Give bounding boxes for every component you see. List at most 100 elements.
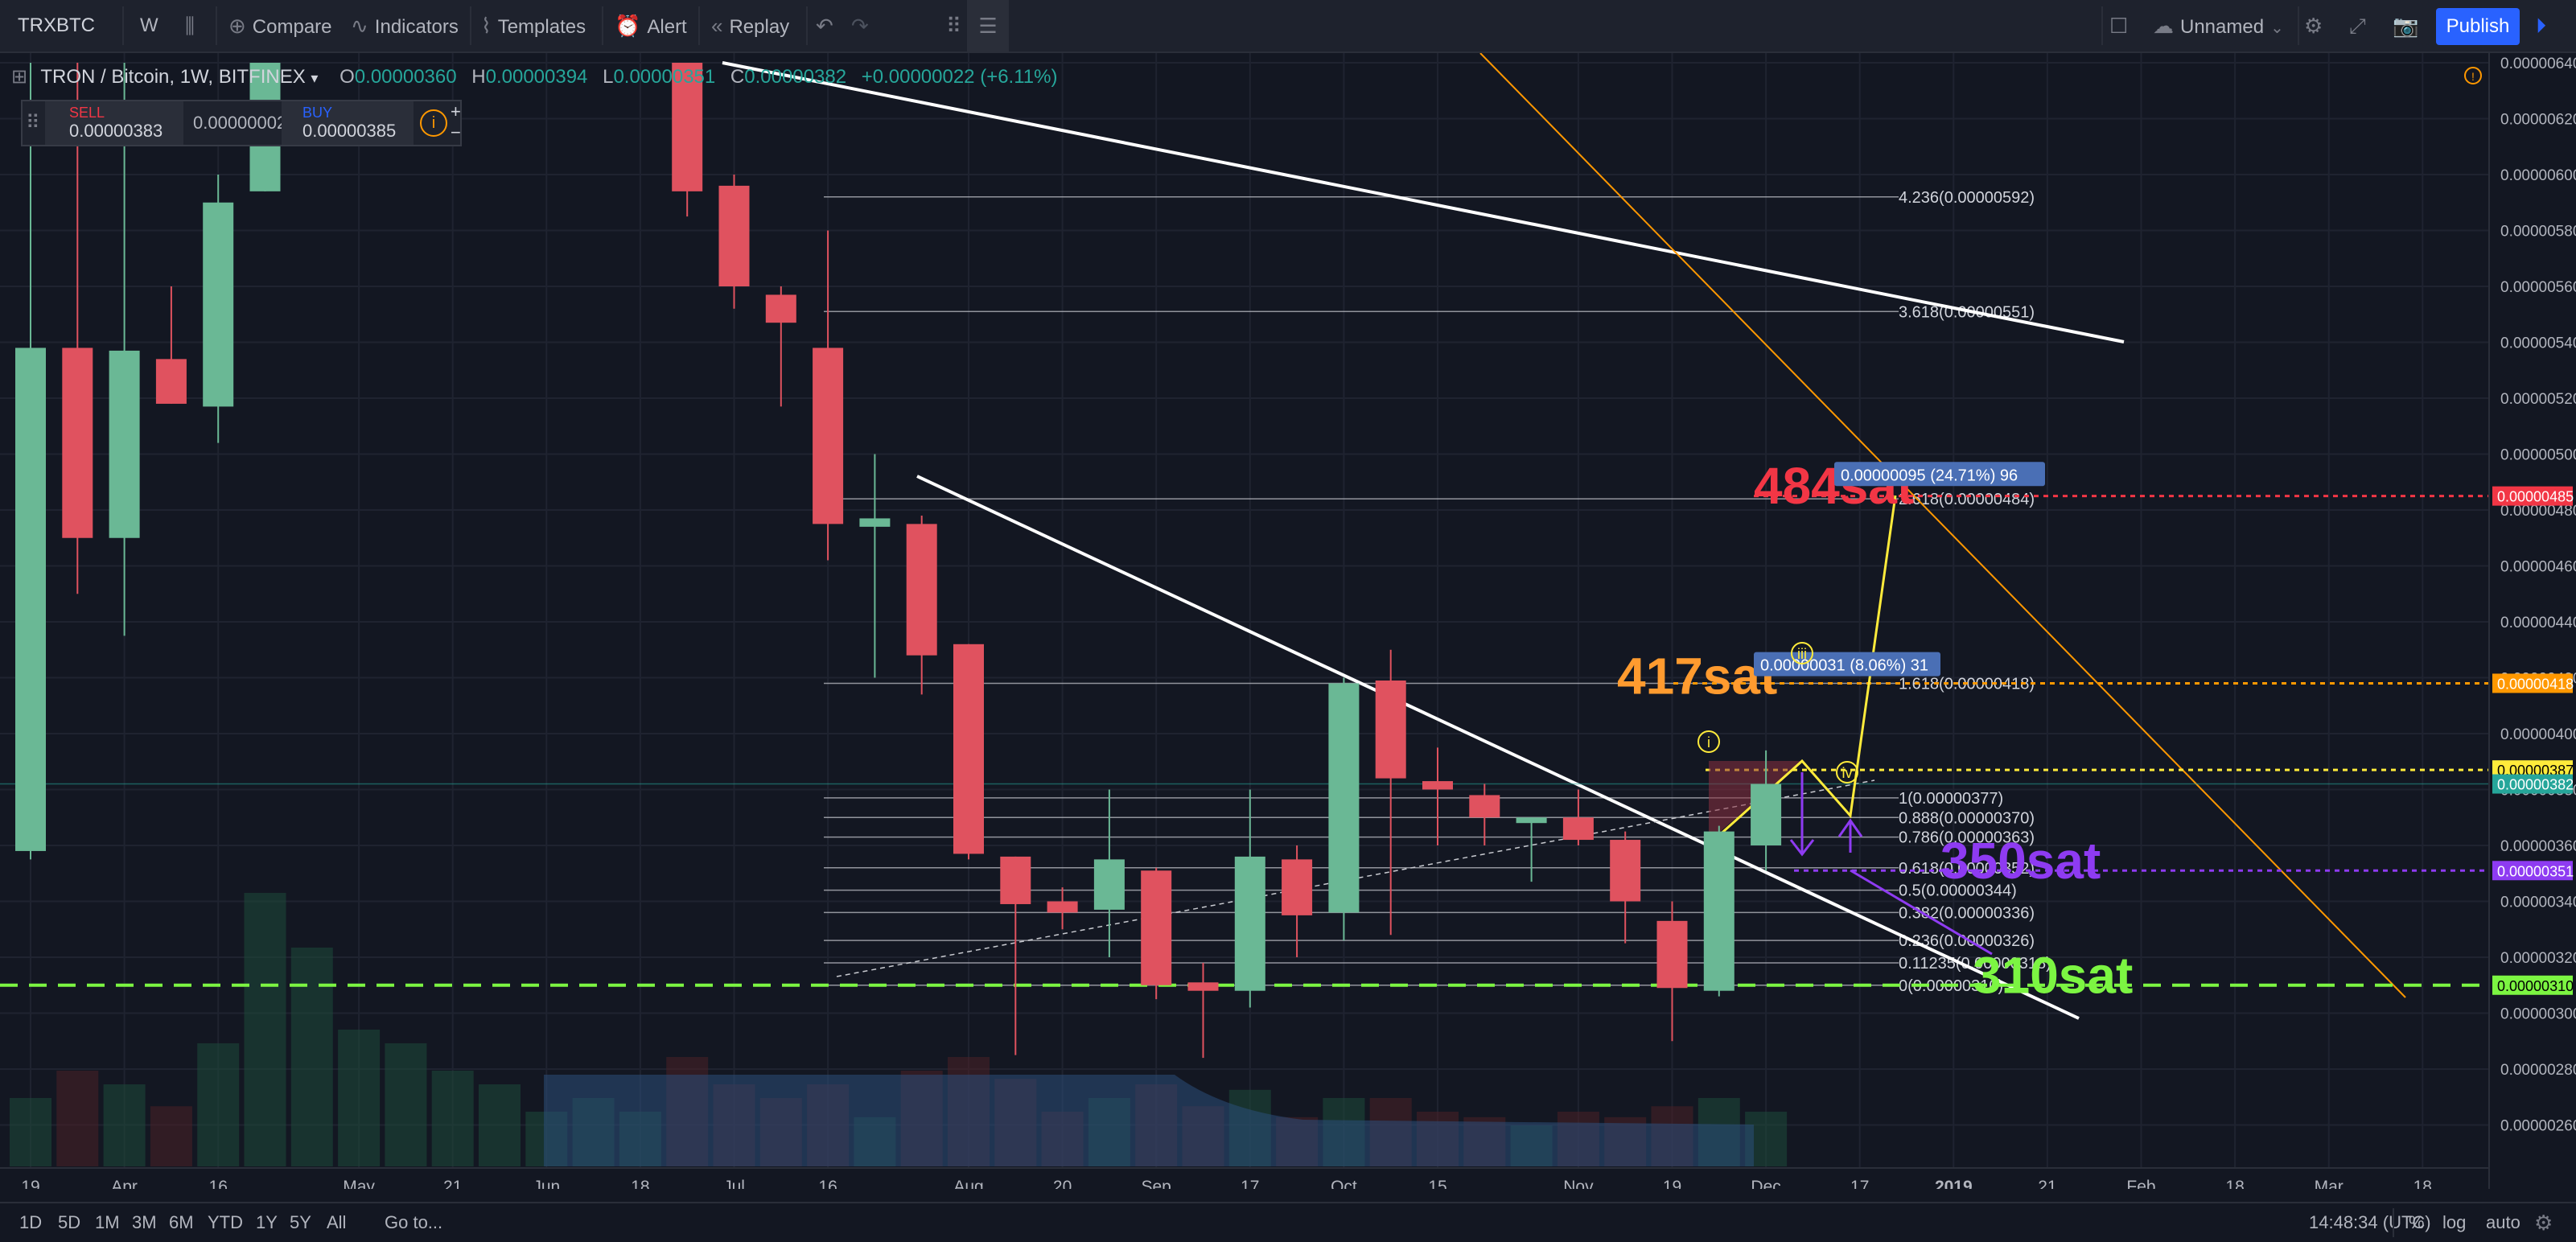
trading-panel: ⠿ SELL 0.00000383 0.00000002 BUY 0.00000… [21, 100, 462, 146]
auto-scale-button[interactable]: auto [2486, 1212, 2520, 1232]
fib-level-label: 0.618(0.00000352) [1899, 860, 2035, 878]
wave-label-circle [1791, 642, 1813, 664]
candle-body [203, 202, 234, 407]
drag-handle-icon: ⠿ [946, 14, 962, 38]
time-tick-label: Oct [1331, 1178, 1357, 1189]
candle-body [109, 350, 140, 538]
compare-button[interactable]: ⊕ Compare [228, 0, 332, 51]
sell-button[interactable]: SELL 0.00000383 [45, 101, 183, 145]
volume-bar [10, 1098, 51, 1166]
time-axis[interactable]: 19 Apr 16 May 21 Jun 18 Jul 16 Aug 20 Sep 17 Oct 15 Nov… [21, 1178, 2432, 1189]
time-tick-label: 19 [1663, 1178, 1681, 1189]
low-label: L [603, 66, 614, 88]
price-tag-label: 0.00000418 [2497, 676, 2574, 692]
candle-body [1141, 870, 1172, 985]
chart-style-button[interactable]: ⫼ [185, 0, 201, 51]
alert-button[interactable]: ⏰ Alert [615, 0, 687, 51]
price-tag-label: 0.00000351 [2497, 863, 2574, 879]
price-tags: 0.000004850.000004180.000003870.00000382… [2492, 486, 2574, 995]
chart-canvas[interactable]: 4.236(0.00000592)3.618(0.00000551)2.618(… [0, 53, 2576, 1189]
clock[interactable]: 14:48:34 (UTC) [2309, 1212, 2431, 1232]
high-label: H [471, 66, 486, 88]
redo-icon: ↷ [851, 14, 869, 38]
minus-icon[interactable]: − [451, 122, 461, 142]
time-tick-label: Feb [2126, 1178, 2155, 1189]
time-tick-label: 18 [2225, 1178, 2244, 1189]
snapshot-button[interactable]: 📷 [2393, 0, 2425, 51]
layout-name-button[interactable]: ☁ Unnamed ⌄ [2153, 0, 2290, 51]
undo-button[interactable]: ↶ [816, 0, 840, 51]
range-button-ytd[interactable]: YTD [208, 1212, 243, 1232]
range-button-1y[interactable]: 1Y [256, 1212, 278, 1232]
redo-button[interactable]: ↷ [851, 0, 875, 51]
drawing-toolbar-button[interactable]: ☰ [967, 0, 1009, 51]
chevron-down-icon[interactable]: ▾ [311, 70, 319, 86]
candle-body [906, 524, 937, 656]
price-axis-background [2489, 53, 2576, 1189]
fullscreen-button[interactable]: ⤢ [2349, 0, 2372, 51]
time-tick-label: 17 [1241, 1178, 1259, 1189]
range-button-1d[interactable]: 1D [19, 1212, 43, 1232]
wave-label-circle [1697, 730, 1720, 753]
templates-button[interactable]: ⌇ Templates [481, 0, 586, 51]
candle-body [1234, 856, 1265, 991]
candle-body [1047, 901, 1078, 913]
price-tag-bg [2492, 486, 2573, 506]
info-icon[interactable] [2464, 67, 2482, 84]
range-button-5d[interactable]: 5D [58, 1212, 81, 1232]
toolbar-divider [806, 6, 808, 45]
gear-icon[interactable]: ⚙ [2534, 1211, 2553, 1235]
percent-scale-button[interactable]: % [2409, 1212, 2425, 1232]
range-button-all[interactable]: All [327, 1212, 347, 1232]
wave-label: iii [1797, 646, 1807, 662]
price-tick-label: 0.00000500 [2500, 447, 2576, 464]
time-tick-label: Mar [2315, 1178, 2344, 1189]
indicators-button[interactable]: ∿ Indicators [351, 0, 459, 51]
time-tick-label: 19 [21, 1178, 39, 1189]
trendline-lower [916, 475, 2080, 1020]
goto-date-button[interactable]: Go to... [385, 1212, 443, 1232]
fib-level-label: 0.5(0.00000344) [1899, 882, 2017, 900]
price-tag-label: 0.00000485 [2497, 489, 2574, 505]
range-button-6m[interactable]: 6M [169, 1212, 194, 1232]
toolbar-divider [698, 6, 700, 45]
time-tick-label: Jul [723, 1178, 745, 1189]
measure-label: 0.00000031 (8.06%) 31 [1760, 657, 1928, 675]
legend-title[interactable]: TRON / Bitcoin, 1W, BITFINEX [40, 66, 306, 88]
publish-button[interactable]: Publish [2436, 8, 2520, 45]
price-tick-label: 0.00000320 [2500, 950, 2576, 967]
log-scale-button[interactable]: log [2442, 1212, 2467, 1232]
info-icon[interactable]: i [420, 109, 447, 137]
cloud-icon: ☁ [2153, 14, 2174, 38]
range-button-5y[interactable]: 5Y [290, 1212, 311, 1232]
drag-handle-icon[interactable]: ⠿ [26, 112, 40, 134]
wave-label: i [1707, 734, 1710, 751]
toolbar-divider [2393, 1208, 2394, 1237]
volume-bar [103, 1084, 146, 1166]
plus-icon[interactable]: + [451, 101, 461, 121]
volume-bar [290, 948, 333, 1166]
replay-play-button[interactable]: ⏵ [2536, 0, 2553, 51]
interval-button[interactable]: W [140, 0, 158, 51]
annotation-label: 310sat [1973, 946, 2133, 1004]
price-tick-label: 0.00000520 [2500, 391, 2576, 408]
settings-button[interactable]: ⚙ [2304, 0, 2329, 51]
fullscreen-box-button[interactable]: ☐ [2109, 0, 2134, 51]
open-label: O [339, 66, 355, 88]
buy-button[interactable]: BUY 0.00000385 [282, 101, 414, 145]
annotation-label: 350sat [1940, 832, 2101, 890]
candle-body [1656, 920, 1688, 989]
trendline-upper [722, 61, 2125, 343]
range-button-1m[interactable]: 1M [95, 1212, 120, 1232]
range-button-3m[interactable]: 3M [132, 1212, 157, 1232]
fib-level-label: 2.618(0.00000484) [1899, 491, 2035, 508]
play-circle-icon: ⏵ [2536, 14, 2547, 38]
fib-level-label: 0.888(0.00000370) [1899, 809, 2035, 827]
trendline-dashed [836, 779, 1875, 977]
replay-button[interactable]: « Replay [711, 0, 789, 51]
collapse-legend-icon[interactable]: ⊞ [11, 66, 28, 88]
drag-handle[interactable]: ⠿ [946, 0, 968, 51]
symbol-search-button[interactable]: TRXBTC [18, 0, 95, 51]
candle-body [1187, 982, 1219, 991]
